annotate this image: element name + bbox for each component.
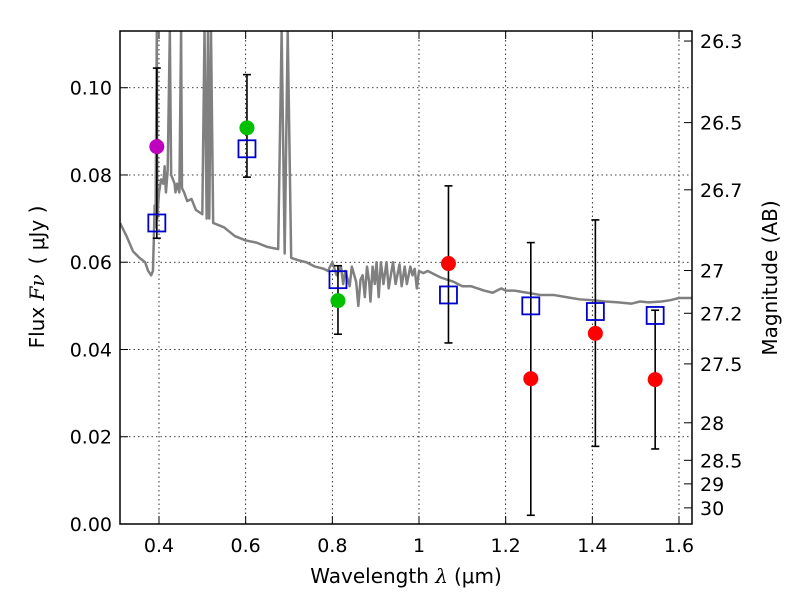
ticks: 0.4 0.6 0.8 1 1.2 1.4 1.6 0.00 0.02 0.04 0.06 0.08 0… [70, 31, 742, 557]
x-tick-label: 0.6 [231, 535, 261, 557]
observed-point [647, 372, 663, 388]
magnitude-tick-label: 26.7 [700, 180, 742, 202]
sed-spectrum-layer [120, 31, 692, 308]
magnitude-tick-label: 29 [700, 474, 724, 496]
model-point [237, 139, 257, 159]
magnitude-tick-label: 27.5 [700, 354, 742, 376]
model-point [521, 296, 541, 316]
y-axis-label: Flux Fν( μJy ) [25, 206, 49, 349]
model-point [328, 270, 348, 290]
magnitude-axis-label: Magnitude (AB) [758, 200, 782, 355]
observed-point [587, 325, 603, 341]
y-tick-label: 0.00 [70, 514, 112, 536]
x-tick-label: 0.4 [144, 535, 174, 557]
grid [120, 31, 692, 524]
observed-point [440, 256, 456, 272]
y-tick-label: 0.02 [70, 427, 112, 449]
error-bars [152, 67, 660, 517]
magnitude-tick-label: 28.5 [700, 450, 742, 472]
y-tick-label: 0.06 [70, 252, 112, 274]
magnitude-tick-label: 30 [700, 498, 724, 520]
model-points [147, 139, 665, 325]
magnitude-tick-label: 27 [700, 261, 724, 283]
plot-frame [119, 30, 693, 525]
magnitude-tick-label: 27.2 [700, 303, 742, 325]
model-point [585, 302, 605, 321]
x-axis-label: Wavelength λ (μm) [310, 564, 502, 588]
magnitude-tick-label: 26.3 [700, 31, 742, 53]
y-tick-label: 0.04 [70, 339, 112, 361]
y-tick-label: 0.08 [70, 165, 112, 187]
magnitude-tick-label: 26.5 [700, 113, 742, 135]
observed-point [523, 371, 539, 387]
observed-point [149, 139, 165, 155]
magnitude-tick-label: 28 [700, 413, 724, 435]
x-tick-label: 1.4 [577, 535, 607, 557]
model-point [645, 306, 665, 325]
sed-spectrum-line [120, 31, 692, 308]
model-point [439, 285, 458, 305]
x-tick-label: 1.6 [664, 535, 694, 557]
observed-point [239, 120, 255, 136]
x-tick-label: 1.2 [491, 535, 521, 557]
x-tick-label: 1 [413, 535, 425, 557]
observed-point [330, 293, 346, 309]
observed-points [149, 120, 663, 388]
x-tick-label: 0.8 [317, 535, 347, 557]
y-tick-label: 0.10 [70, 78, 112, 100]
model-point [147, 213, 167, 233]
